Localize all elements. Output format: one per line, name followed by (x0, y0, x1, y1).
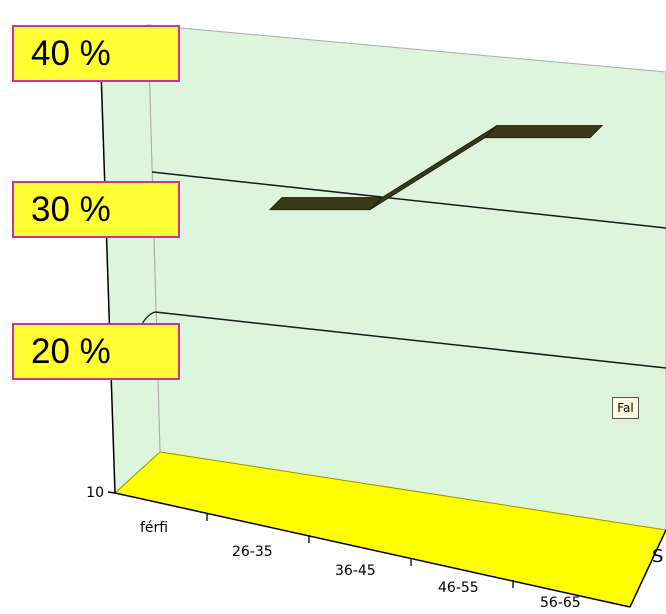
ribbon-segment (483, 125, 604, 139)
y-label-30: 30 % (12, 181, 180, 238)
gridline-20 (154, 311, 666, 369)
y-tick-10 (107, 491, 116, 494)
right-depth-axis (629, 529, 666, 608)
y-axis (99, 39, 116, 494)
y-label-40: 40 % (12, 25, 180, 82)
x-tick-label: 26-35 (232, 544, 273, 560)
x-tick-label: 56-65 (540, 595, 581, 611)
x-tick-label: 46-55 (438, 580, 479, 596)
ribbon-segment (268, 197, 384, 211)
x-tick-label: 36-45 (335, 563, 376, 579)
right-edge-text: S (652, 546, 663, 567)
gridline-30 (151, 171, 666, 229)
x-tick-label: férfi (140, 520, 168, 536)
y-label-20: 20 % (12, 323, 180, 380)
chart-back-wall (147, 24, 666, 531)
x-axis (114, 492, 631, 608)
annotation-tag: Fal (612, 397, 639, 419)
y-tick-label-10: 10 (86, 485, 104, 501)
